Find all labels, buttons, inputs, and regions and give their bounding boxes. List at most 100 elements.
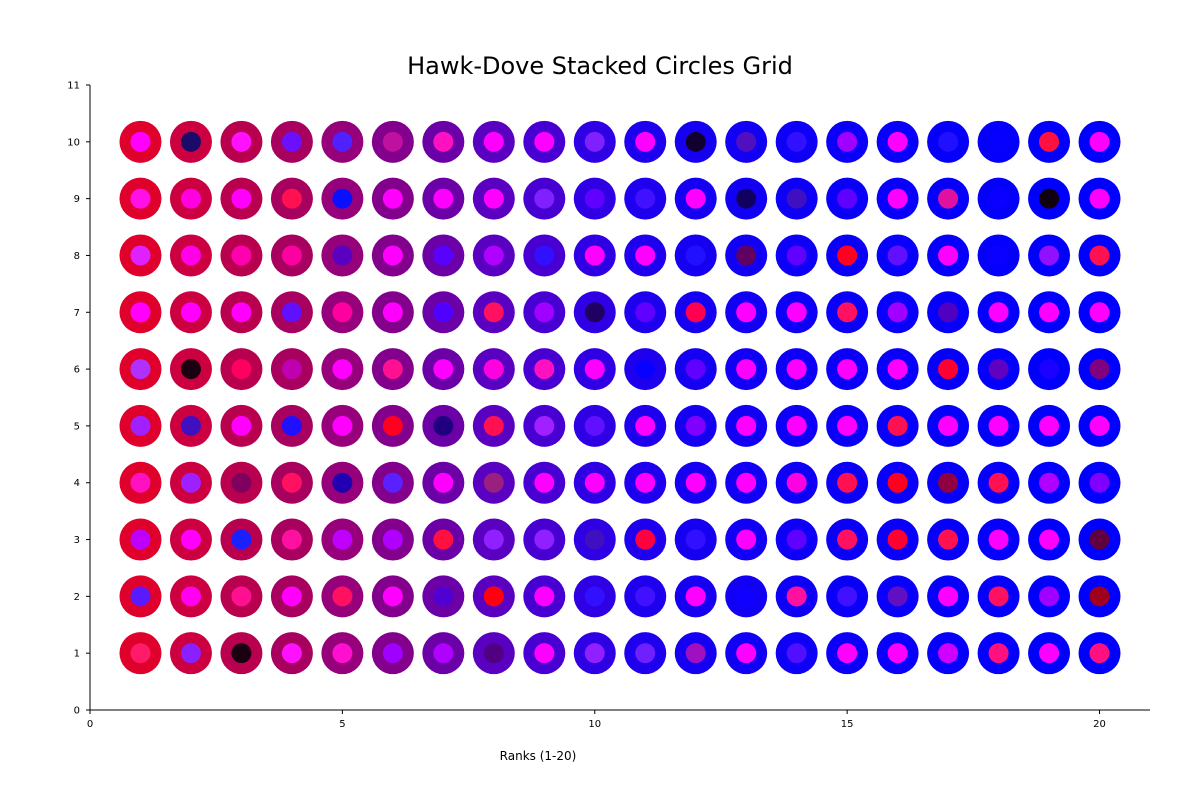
inner-circle-marker (786, 472, 807, 493)
inner-circle-marker (887, 472, 908, 493)
inner-circle-marker (1039, 643, 1060, 664)
inner-circle-marker (180, 131, 201, 152)
y-tick-label: 3 (74, 535, 80, 546)
inner-circle-marker (938, 302, 959, 323)
inner-circle-marker (988, 529, 1009, 550)
x-axis-label: Ranks (1-20) (500, 749, 577, 763)
inner-circle-marker (938, 188, 959, 209)
inner-circle-marker (685, 131, 706, 152)
inner-circle-marker (1039, 131, 1060, 152)
inner-circle-marker (180, 586, 201, 607)
inner-circle-marker (231, 245, 252, 266)
inner-circle-marker (534, 472, 555, 493)
y-tick-label: 6 (74, 365, 80, 376)
inner-circle-marker (736, 472, 757, 493)
inner-circle-marker (534, 529, 555, 550)
inner-circle-marker (887, 586, 908, 607)
inner-circle-marker (332, 245, 353, 266)
y-tick-label: 0 (74, 706, 80, 717)
inner-circle-marker (483, 359, 504, 380)
inner-circle-marker (685, 415, 706, 436)
inner-circle-marker (534, 131, 555, 152)
inner-circle-marker (130, 359, 151, 380)
inner-circle-marker (988, 131, 1009, 152)
inner-circle-marker (837, 529, 858, 550)
inner-circle-marker (635, 472, 656, 493)
inner-circle-marker (534, 359, 555, 380)
inner-circle-marker (635, 359, 656, 380)
inner-circle-marker (130, 245, 151, 266)
inner-circle-marker (584, 415, 605, 436)
y-tick-label: 11 (67, 81, 80, 92)
x-ticks: 0 5 10 15 20 (87, 710, 1106, 730)
inner-circle-marker (988, 415, 1009, 436)
inner-circle-marker (483, 245, 504, 266)
inner-circle-marker (483, 131, 504, 152)
inner-circle-marker (483, 586, 504, 607)
inner-circle-marker (938, 472, 959, 493)
inner-circle-marker (231, 529, 252, 550)
inner-circle-marker (130, 529, 151, 550)
y-tick-label: 10 (67, 137, 80, 148)
inner-circle-marker (382, 131, 403, 152)
inner-circle-marker (837, 188, 858, 209)
inner-circle-marker (483, 302, 504, 323)
inner-circle-marker (281, 529, 302, 550)
inner-circle-marker (231, 131, 252, 152)
inner-circle-marker (887, 529, 908, 550)
y-tick-label: 4 (74, 478, 80, 489)
inner-circle-marker (938, 643, 959, 664)
inner-circle-marker (332, 472, 353, 493)
inner-circle-marker (988, 643, 1009, 664)
inner-circle-marker (584, 643, 605, 664)
inner-circle-marker (281, 245, 302, 266)
inner-circle-marker (1039, 188, 1060, 209)
inner-circle-marker (382, 188, 403, 209)
inner-circle-marker (534, 415, 555, 436)
inner-circle-marker (180, 643, 201, 664)
inner-circle-marker (736, 302, 757, 323)
inner-circle-marker (635, 586, 656, 607)
inner-circle-marker (736, 586, 757, 607)
inner-circle-marker (130, 188, 151, 209)
inner-circle-marker (231, 472, 252, 493)
inner-circle-marker (180, 529, 201, 550)
inner-circle-marker (534, 188, 555, 209)
chart-title: Hawk-Dove Stacked Circles Grid (407, 52, 793, 80)
inner-circle-marker (382, 643, 403, 664)
inner-circle-marker (988, 472, 1009, 493)
inner-circle-marker (837, 643, 858, 664)
inner-circle-marker (584, 302, 605, 323)
inner-circle-marker (837, 586, 858, 607)
inner-circle-marker (837, 302, 858, 323)
inner-circle-marker (635, 643, 656, 664)
x-tick-label: 10 (588, 719, 601, 730)
inner-circle-marker (433, 245, 454, 266)
inner-circle-marker (534, 586, 555, 607)
inner-circle-marker (1089, 415, 1110, 436)
inner-circle-marker (887, 359, 908, 380)
inner-circle-marker (534, 302, 555, 323)
inner-circle-marker (988, 302, 1009, 323)
inner-circle-marker (281, 359, 302, 380)
inner-circle-marker (584, 188, 605, 209)
inner-circle-marker (685, 302, 706, 323)
inner-circle-marker (1039, 529, 1060, 550)
inner-circle-marker (130, 643, 151, 664)
inner-circle-marker (584, 472, 605, 493)
inner-circle-marker (1089, 302, 1110, 323)
inner-circle-marker (433, 643, 454, 664)
inner-circle-marker (382, 302, 403, 323)
inner-circle-marker (635, 245, 656, 266)
inner-circle-marker (1089, 188, 1110, 209)
inner-circle-marker (130, 302, 151, 323)
y-tick-label: 5 (74, 421, 80, 432)
x-tick-label: 15 (841, 719, 854, 730)
inner-circle-marker (332, 529, 353, 550)
inner-circle-marker (786, 359, 807, 380)
inner-circle-marker (382, 245, 403, 266)
inner-circle-marker (584, 359, 605, 380)
inner-circle-marker (281, 472, 302, 493)
inner-circle-marker (332, 415, 353, 436)
